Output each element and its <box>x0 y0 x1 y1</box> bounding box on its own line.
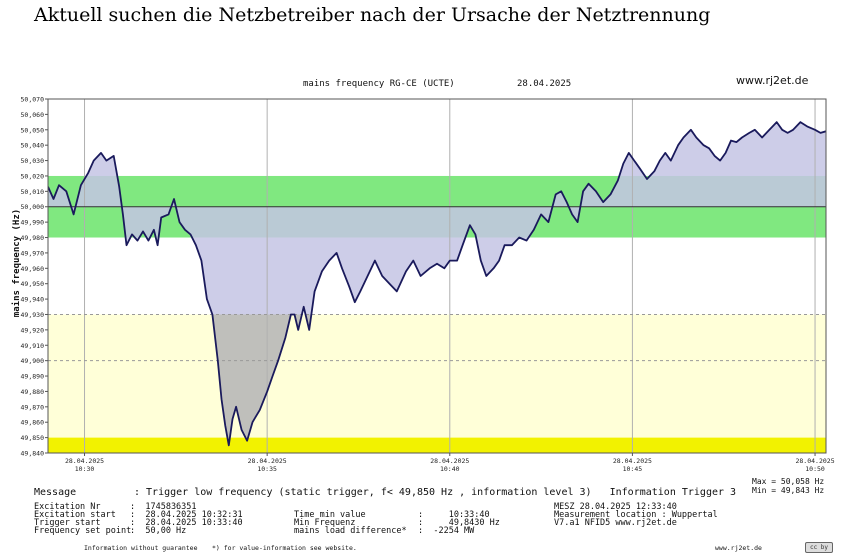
info-label-0: Excitation Nr <box>34 502 101 512</box>
y-tick-label-1: 50,060 <box>21 111 45 119</box>
y-tick-label-20: 49,870 <box>21 403 45 411</box>
x-tick-time-2: 10:40 <box>440 465 460 473</box>
max-min-stats: Max = 50,058 Hz Min = 49,843 Hz <box>752 477 824 495</box>
chart-date: 28.04.2025 <box>517 79 572 89</box>
info2-label-1: Min Frequenz <box>294 518 356 528</box>
y-tick-label-0: 50,070 <box>21 96 45 104</box>
y-tick-label-18: 49,890 <box>21 373 45 381</box>
y-tick-label-7: 50,000 <box>21 203 45 211</box>
x-tick-date-1: 28.04.2025 <box>248 457 287 465</box>
min-value: Min = 49,843 Hz <box>752 486 825 495</box>
x-tick-time-1: 10:35 <box>257 465 277 473</box>
y-tick-label-4: 50,030 <box>21 157 45 165</box>
y-tick-label-11: 49,960 <box>21 265 45 273</box>
info3-line-0: MESZ 28.04.2025 12:33:40 <box>554 502 677 512</box>
info-value-1: : 28.04.2025 10:32:31 <box>130 510 243 520</box>
message-text: : Trigger low frequency (static trigger,… <box>134 487 737 498</box>
info2-value-0: : 10:33:40 <box>418 510 490 520</box>
chart-site-link[interactable]: www.rj2et.de <box>736 74 809 87</box>
y-tick-label-15: 49,920 <box>21 326 45 334</box>
footer-disclaimer: Information without guarantee <box>84 544 198 552</box>
info-label-3: Frequency set point <box>34 526 132 536</box>
band-2 <box>48 437 826 453</box>
y-tick-label-2: 50,050 <box>21 126 45 134</box>
info2-label-0: Time min value <box>294 510 366 520</box>
x-tick-time-4: 10:50 <box>805 465 825 473</box>
plot-frame <box>47 98 827 454</box>
fill-group <box>48 122 826 446</box>
info3-line-1: Measurement location : Wuppertal <box>554 510 718 520</box>
x-tick-time-0: 10:30 <box>75 465 95 473</box>
info-value-2: : 28.04.2025 10:33:40 <box>130 518 243 528</box>
info-value-0: : 1745836351 <box>130 502 197 512</box>
info2-label-2: mains load difference* <box>294 526 407 536</box>
y-tick-label-22: 49,850 <box>21 434 45 442</box>
y-tick-label-5: 50,020 <box>21 172 45 180</box>
frequency-chart: 50,070 50,060 50,050 50,040 50,030 50,020 50,0… <box>21 96 835 474</box>
x-tick-time-3: 10:45 <box>623 465 643 473</box>
y-tick-label-12: 49,950 <box>21 280 45 288</box>
cc-license-icon[interactable]: cc by <box>805 542 833 553</box>
info2-value-2: : -2254 MW <box>418 526 475 536</box>
fill-deep-drop <box>212 314 312 446</box>
y-tick-label-17: 49,900 <box>21 357 45 365</box>
y-tick-label-21: 49,860 <box>21 419 45 427</box>
chart-title: mains frequency RG-CE (UCTE) <box>303 79 455 89</box>
x-tick-date-2: 28.04.2025 <box>430 457 469 465</box>
max-value: Max = 50,058 Hz <box>752 477 825 486</box>
info2-value-1: : 49,8430 Hz <box>418 518 500 528</box>
fill-below-setpoint <box>71 206 581 315</box>
y-tick-label-10: 49,970 <box>21 249 45 257</box>
info-value-3: : 50,00 Hz <box>130 526 187 536</box>
footer-note: *) for value-information see website. <box>212 544 357 552</box>
headline: Aktuell suchen die Netzbetreiber nach de… <box>34 4 711 26</box>
y-tick-label-6: 50,010 <box>21 188 45 196</box>
y-tick-label-14: 49,930 <box>21 311 45 319</box>
y-tick-label-3: 50,040 <box>21 142 45 150</box>
info3-line-2: V7.a1 NFID5 www.rj2et.de <box>554 518 677 528</box>
message-label: Message <box>34 487 77 498</box>
y-tick-label-8: 49,990 <box>21 219 45 227</box>
x-tick-date-4: 28.04.2025 <box>795 457 834 465</box>
x-tick-date-0: 28.04.2025 <box>65 457 104 465</box>
frequency-series-line <box>48 121 826 447</box>
y-tick-label-19: 49,880 <box>21 388 45 396</box>
fill-above-setpoint <box>48 122 826 207</box>
y-tick-label-23: 49,840 <box>21 450 45 458</box>
info-label-2: Trigger start <box>34 518 101 528</box>
x-tick-date-3: 28.04.2025 <box>613 457 652 465</box>
info-label-1: Excitation start <box>34 510 116 520</box>
y-tick-label-13: 49,940 <box>21 296 45 304</box>
y-tick-label-16: 49,910 <box>21 342 45 350</box>
footer-site-link[interactable]: www.rj2et.de <box>715 544 762 552</box>
band-1 <box>48 314 826 438</box>
y-tick-label-9: 49,980 <box>21 234 45 242</box>
